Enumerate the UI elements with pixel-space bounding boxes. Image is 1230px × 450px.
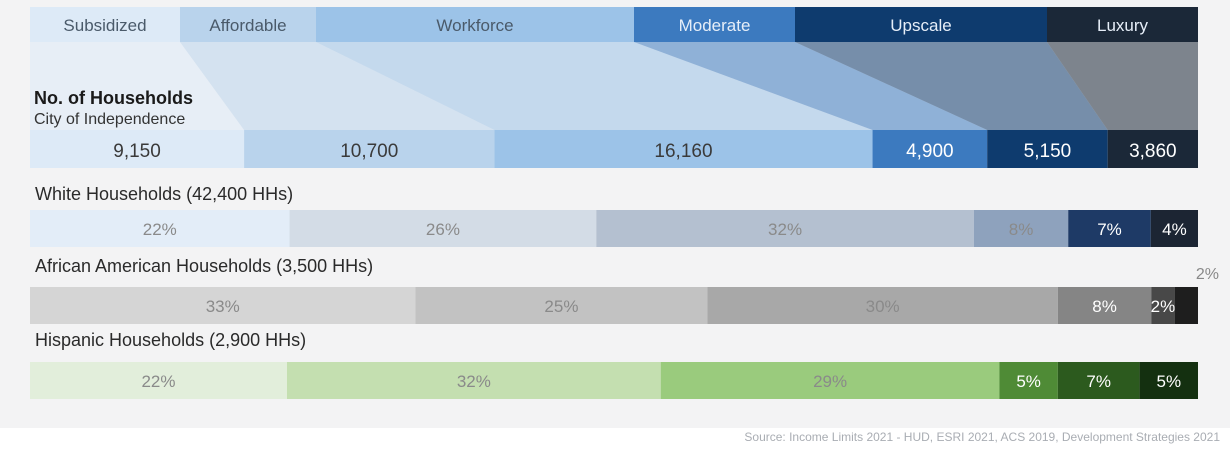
series-3-bar-moderate (999, 362, 1058, 399)
series-1-value-upscale: 7% (1097, 220, 1122, 239)
series-3-value-moderate: 5% (1016, 372, 1041, 391)
series-3-bar-affordable (286, 362, 661, 399)
funnel-moderate (634, 42, 988, 130)
header-label-upscale: Upscale (890, 16, 951, 35)
series-1-bar-subsidized (30, 210, 290, 247)
series-1-value-moderate: 8% (1009, 220, 1034, 239)
households-bar-moderate (872, 130, 988, 168)
household-income-chart: Subsidized Affordable Workforce Moderate Ups… (30, 7, 1219, 399)
header-label-subsidized: Subsidized (63, 16, 146, 35)
header-segment-moderate (634, 7, 795, 42)
series-1-bar-upscale (1068, 210, 1151, 247)
series-1-value-subsidized: 22% (143, 220, 177, 239)
series-3-value-subsidized: 22% (141, 372, 175, 391)
households-value-moderate: 4,900 (906, 141, 954, 162)
funnel-luxury (1047, 42, 1198, 130)
series-2-bar-moderate (1057, 287, 1152, 324)
series-3-value-upscale: 7% (1086, 372, 1111, 391)
households-value-affordable: 10,700 (340, 141, 398, 162)
funnel-upscale (795, 42, 1108, 130)
series-3-value-affordable: 32% (457, 372, 491, 391)
header-segment-workforce (316, 7, 634, 42)
series-1-value-workforce: 32% (768, 220, 802, 239)
series-1-bar-moderate (973, 210, 1069, 247)
households-value-subsidized: 9,150 (113, 141, 161, 162)
series-1-bar-affordable (289, 210, 597, 247)
series-2-name: African American Households (3,500 HHs) (35, 256, 373, 276)
series-3-value-luxury: 5% (1157, 372, 1182, 391)
series-2-value-subsidized: 33% (206, 297, 240, 316)
series-3-value-workforce: 29% (813, 372, 847, 391)
series-3-bar-luxury (1139, 362, 1198, 399)
series-2-value-luxury: 2% (1196, 266, 1219, 283)
households-value-workforce: 16,160 (654, 141, 712, 162)
funnel-affordable (180, 42, 495, 130)
header-segment-subsidized (30, 7, 180, 42)
header-label-workforce: Workforce (436, 16, 513, 35)
header-label-moderate: Moderate (679, 16, 751, 35)
households-value-upscale: 5,150 (1024, 141, 1072, 162)
header-segment-affordable (180, 7, 316, 42)
series-1-name: White Households (42,400 HHs) (35, 184, 293, 204)
households-bar-workforce (494, 130, 873, 168)
series-2-bar-workforce (707, 287, 1058, 324)
header-segment-luxury (1047, 7, 1198, 42)
series-2-value-workforce: 30% (866, 297, 900, 316)
source-note: Source: Income Limits 2021 - HUD, ESRI 2… (744, 430, 1220, 444)
households-subtitle: City of Independence (34, 111, 185, 128)
series-2-value-upscale: 2% (1151, 297, 1176, 316)
header-label-affordable: Affordable (209, 16, 286, 35)
households-bar-subsidized (30, 130, 245, 168)
series-2-bar-affordable (415, 287, 708, 324)
series-2-bar-subsidized (30, 287, 416, 324)
households-bar-luxury (1107, 130, 1198, 168)
funnel-workforce (316, 42, 873, 130)
funnel-subsidized (30, 42, 245, 130)
households-value-luxury: 3,860 (1129, 141, 1177, 162)
series-1-value-luxury: 4% (1162, 220, 1187, 239)
households-title: No. of Households (34, 88, 193, 108)
series-3-bar-workforce (660, 362, 1000, 399)
series-2-bar-upscale (1151, 287, 1175, 324)
header-segment-upscale (795, 7, 1047, 42)
households-bar-affordable (244, 130, 495, 168)
series-2-bar-luxury (1174, 287, 1198, 324)
households-bar-upscale (987, 130, 1108, 168)
series-1-value-affordable: 26% (426, 220, 460, 239)
series-3-name: Hispanic Households (2,900 HHs) (35, 330, 306, 350)
series-1-bar-workforce (596, 210, 974, 247)
series-2-value-moderate: 8% (1092, 297, 1117, 316)
series-1-bar-luxury (1150, 210, 1198, 247)
header-label-luxury: Luxury (1097, 16, 1149, 35)
series-3-bar-upscale (1057, 362, 1140, 399)
series-3-bar-subsidized (30, 362, 287, 399)
series-2-value-affordable: 25% (544, 297, 578, 316)
